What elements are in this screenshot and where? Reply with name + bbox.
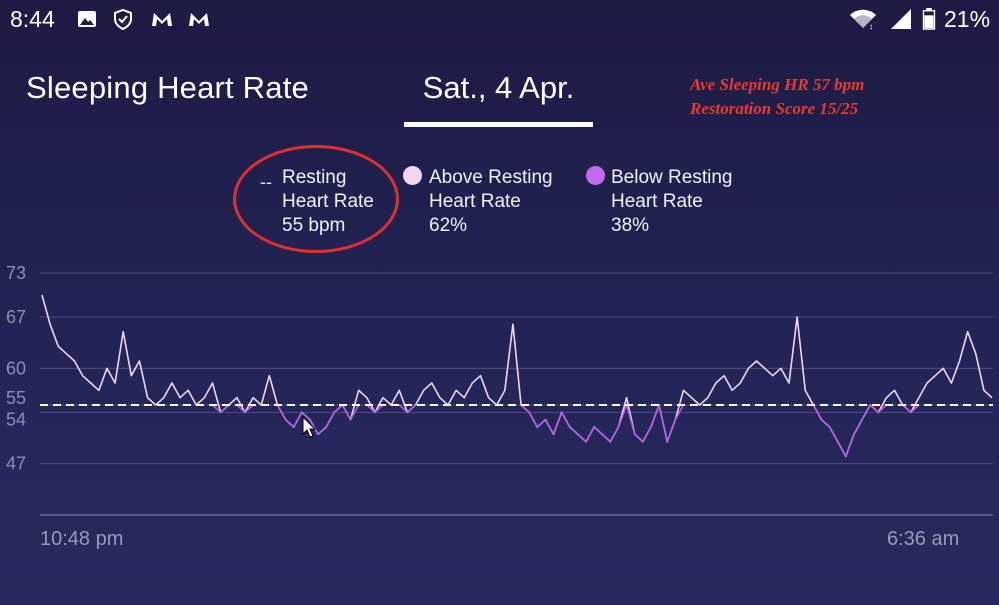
legend-below-line1: Below Resting [611,167,733,188]
annotation-restoration-score: Restoration Score 15/25 [690,99,859,118]
below-resting-segment [528,411,538,428]
below-resting-segment [569,426,579,435]
below-resting-segment [220,404,230,413]
date-tab[interactable]: Sat., 4 Apr. [422,70,575,105]
below-resting-segment [406,404,417,413]
below-resting-segment [285,419,295,428]
battery-icon [922,8,936,30]
gallery-icon [78,11,96,27]
below-resting-segment [211,404,222,413]
shield-check-icon [114,8,132,30]
mouse-cursor-icon [302,415,317,438]
legend-above-line1: Above Resting [429,167,553,188]
status-time: 8:44 [10,6,55,32]
below-resting-segment [650,404,660,428]
annotation-avg-hr: Ave Sleeping HR 57 bpm [690,75,865,94]
y-tick-label: 54 [6,409,26,429]
below-resting-segment [544,419,555,435]
page-title: Sleeping Heart Rate [26,70,309,105]
below-resting-segment [609,426,620,443]
below-resting-segment [593,426,603,435]
below-resting-segment [349,404,360,421]
below-resting-segment [301,411,311,421]
below-resting-segment [820,419,831,428]
y-tick-label: 73 [6,263,26,283]
signal-icon [891,9,911,29]
below-resting-segment [625,404,636,435]
below-resting-segment [293,411,303,428]
below-resting-segment [577,433,587,443]
below-resting-segment [520,404,530,413]
above-resting-dot [403,166,422,185]
y-tick-label: 47 [6,454,26,474]
malwarebytes-icon [189,13,209,26]
below-resting-segment [902,404,912,413]
below-resting-segment [634,433,644,443]
below-resting-segment [366,404,376,413]
below-resting-segment [552,412,563,435]
below-resting-segment [317,426,327,435]
below-resting-segment [869,404,879,413]
below-resting-segment [877,404,887,413]
below-resting-segment [309,419,319,435]
below-resting-segment [642,426,652,443]
below-resting-segment [398,404,408,413]
below-resting-segment [861,404,871,421]
below-resting-segment [244,404,254,413]
legend-below: Below Resting Heart Rate 38% [611,166,732,238]
chart-gridlines [40,272,993,465]
highlight-oval [233,145,399,253]
heart-rate-line [41,294,993,458]
below-resting-segment [585,426,595,443]
below-resting-segment [666,419,677,442]
x-label-end: 6:36 am [887,528,960,550]
below-resting-segment [812,404,823,421]
below-resting-segment [853,419,863,435]
below-resting-segment [374,404,384,413]
below-resting-segments [211,404,920,457]
below-resting-segment [333,404,343,413]
legend-above-line2: Heart Rate [429,191,521,212]
below-resting-segment [560,411,571,428]
y-tick-label: 67 [6,307,26,327]
below-resting-segment [617,404,628,428]
wifi-icon: ↕ [850,9,876,30]
y-tick-label: 60 [6,358,26,378]
date-tab-underline [404,122,593,127]
legend-below-line2: Heart Rate [611,191,703,212]
below-resting-segment [674,404,685,421]
below-resting-segment [325,411,336,428]
battery-percent: 21% [944,6,991,32]
x-label-start: 10:48 pm [40,528,124,550]
below-resting-segment [341,404,352,421]
below-resting-segment [828,426,839,443]
legend-above-value: 62% [429,215,468,236]
below-resting-segment [236,404,246,413]
legend-above: Above Resting Heart Rate 62% [429,166,553,238]
malwarebytes-icon [152,13,172,26]
below-resting-segment [536,419,546,428]
legend-below-value: 38% [611,215,650,236]
below-resting-dot [586,166,605,185]
below-resting-segment [910,404,920,413]
below-resting-segment [601,433,611,443]
svg-text:↕: ↕ [869,22,873,30]
below-resting-segment [276,404,287,421]
below-resting-segment [837,441,847,457]
y-tick-label: 55 [6,388,26,408]
below-resting-segment [845,434,855,457]
below-resting-segment [658,404,668,442]
